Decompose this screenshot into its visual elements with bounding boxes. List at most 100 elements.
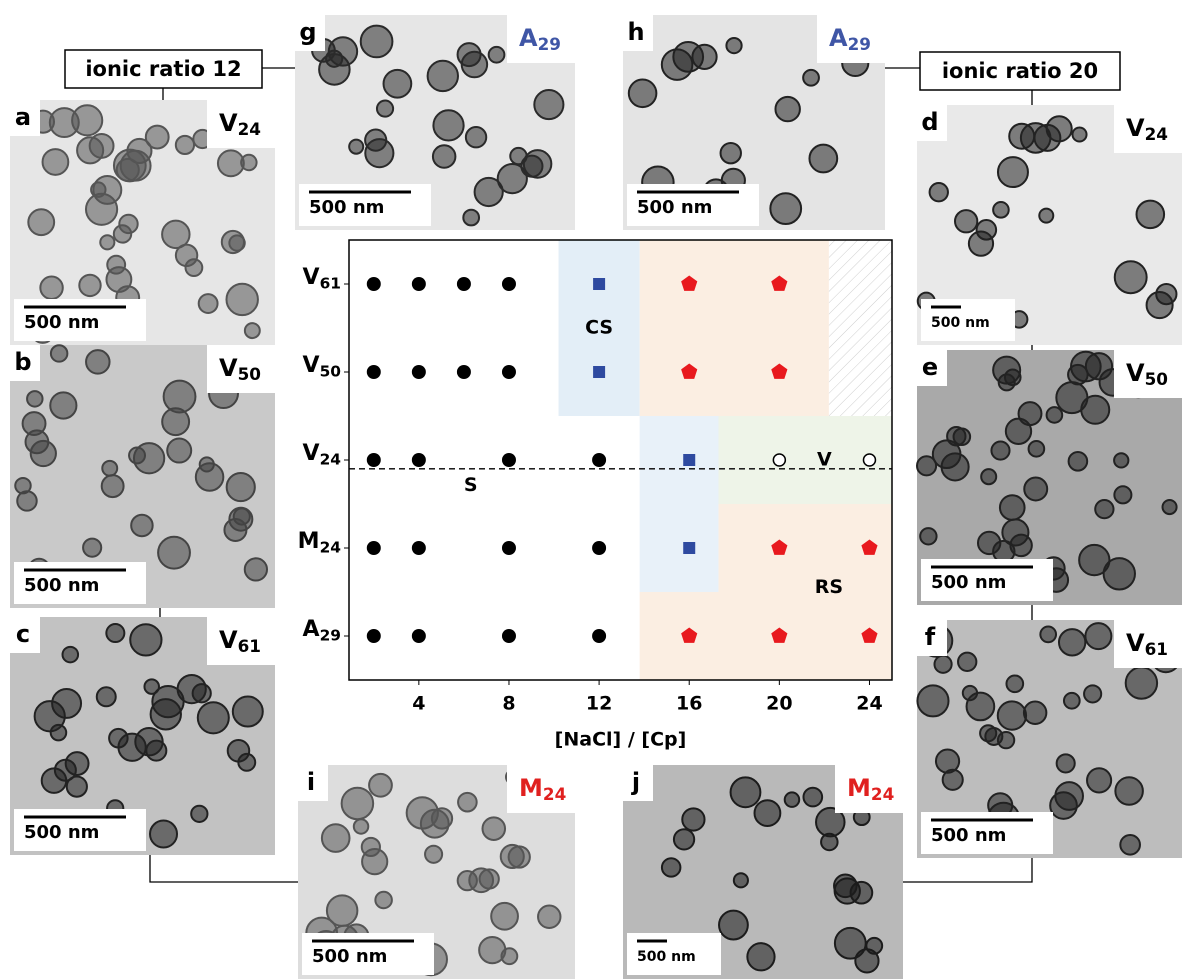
particle xyxy=(1057,628,1087,657)
particle xyxy=(965,691,996,722)
particle xyxy=(112,224,133,244)
x-tick-label: 16 xyxy=(676,693,702,715)
point xyxy=(771,539,788,555)
particle xyxy=(430,807,454,830)
particle xyxy=(1039,625,1058,644)
point xyxy=(501,365,516,379)
particle xyxy=(26,390,44,408)
point xyxy=(771,275,788,291)
particle xyxy=(223,517,248,542)
group-label: ionic ratio 12 xyxy=(85,57,241,81)
particle xyxy=(88,132,115,159)
sample-box xyxy=(835,765,903,813)
particle xyxy=(992,355,1022,385)
particle xyxy=(1038,207,1055,224)
particle xyxy=(82,537,103,558)
particle xyxy=(375,99,395,118)
particle xyxy=(157,535,191,570)
particle xyxy=(148,819,179,849)
particle xyxy=(29,439,57,468)
phase-region xyxy=(639,592,892,680)
letter-box xyxy=(298,765,328,801)
point xyxy=(501,541,516,555)
particle xyxy=(732,872,749,889)
particle xyxy=(216,149,245,178)
particle xyxy=(340,786,375,821)
point xyxy=(771,363,788,379)
point xyxy=(366,629,381,643)
particle xyxy=(220,229,245,255)
scale-label: 500 nm xyxy=(637,949,696,965)
sample-box xyxy=(1114,105,1182,153)
point xyxy=(772,453,787,467)
particle xyxy=(1071,126,1088,143)
scale-label: 500 nm xyxy=(24,822,99,843)
letter-box xyxy=(10,617,40,653)
particle xyxy=(1113,452,1130,469)
particle xyxy=(487,45,506,64)
particle xyxy=(980,468,998,486)
scale-label: 500 nm xyxy=(312,946,387,967)
point xyxy=(411,453,426,467)
particle xyxy=(115,157,140,182)
phase-region xyxy=(639,416,719,592)
particle xyxy=(1135,199,1166,230)
particle xyxy=(833,873,858,899)
particle xyxy=(1119,833,1141,856)
particle xyxy=(1078,543,1111,577)
point xyxy=(366,541,381,555)
region-label: CS xyxy=(585,317,613,339)
particle xyxy=(348,138,365,155)
point xyxy=(681,363,698,379)
sample-label: A29 xyxy=(829,24,871,54)
panel-letter: i xyxy=(307,768,315,796)
phase-region xyxy=(828,240,892,416)
particle xyxy=(1045,406,1064,424)
y-tick-label: V50 xyxy=(303,353,341,380)
particle xyxy=(90,181,107,198)
point xyxy=(593,366,606,378)
sample-label: V24 xyxy=(219,109,261,139)
particle xyxy=(184,258,204,278)
particle xyxy=(65,775,88,798)
panel-letter: a xyxy=(15,103,31,131)
particle xyxy=(931,439,962,470)
particle xyxy=(39,275,64,300)
sample-box xyxy=(817,15,885,63)
particle xyxy=(1113,485,1133,505)
point xyxy=(592,629,607,643)
panel-letter: j xyxy=(631,768,640,796)
scale-label: 500 nm xyxy=(24,575,99,596)
particle xyxy=(49,391,78,420)
point xyxy=(771,627,788,643)
particle xyxy=(473,176,504,208)
particle xyxy=(998,494,1026,521)
particle xyxy=(231,695,264,728)
particle xyxy=(952,427,972,447)
particle xyxy=(967,230,995,257)
particle xyxy=(197,293,219,314)
particle xyxy=(992,201,1010,219)
point xyxy=(456,277,471,291)
point xyxy=(681,627,698,643)
point xyxy=(683,454,696,466)
sample-box xyxy=(507,765,575,813)
particle xyxy=(431,144,457,169)
particle xyxy=(1055,753,1076,774)
sample-box xyxy=(207,617,275,665)
particle xyxy=(374,890,393,910)
particle xyxy=(78,273,102,298)
particle xyxy=(660,48,694,81)
particle xyxy=(33,700,66,733)
particle xyxy=(1083,684,1103,704)
sample-label: A29 xyxy=(519,24,561,54)
particle xyxy=(151,684,185,719)
connector xyxy=(149,855,298,883)
particle xyxy=(1094,498,1115,520)
point xyxy=(861,627,878,643)
particle xyxy=(161,219,191,250)
panel-letter: h xyxy=(627,18,644,46)
particle xyxy=(1080,394,1111,425)
group-label: ionic ratio 20 xyxy=(942,59,1098,83)
point xyxy=(592,453,607,467)
